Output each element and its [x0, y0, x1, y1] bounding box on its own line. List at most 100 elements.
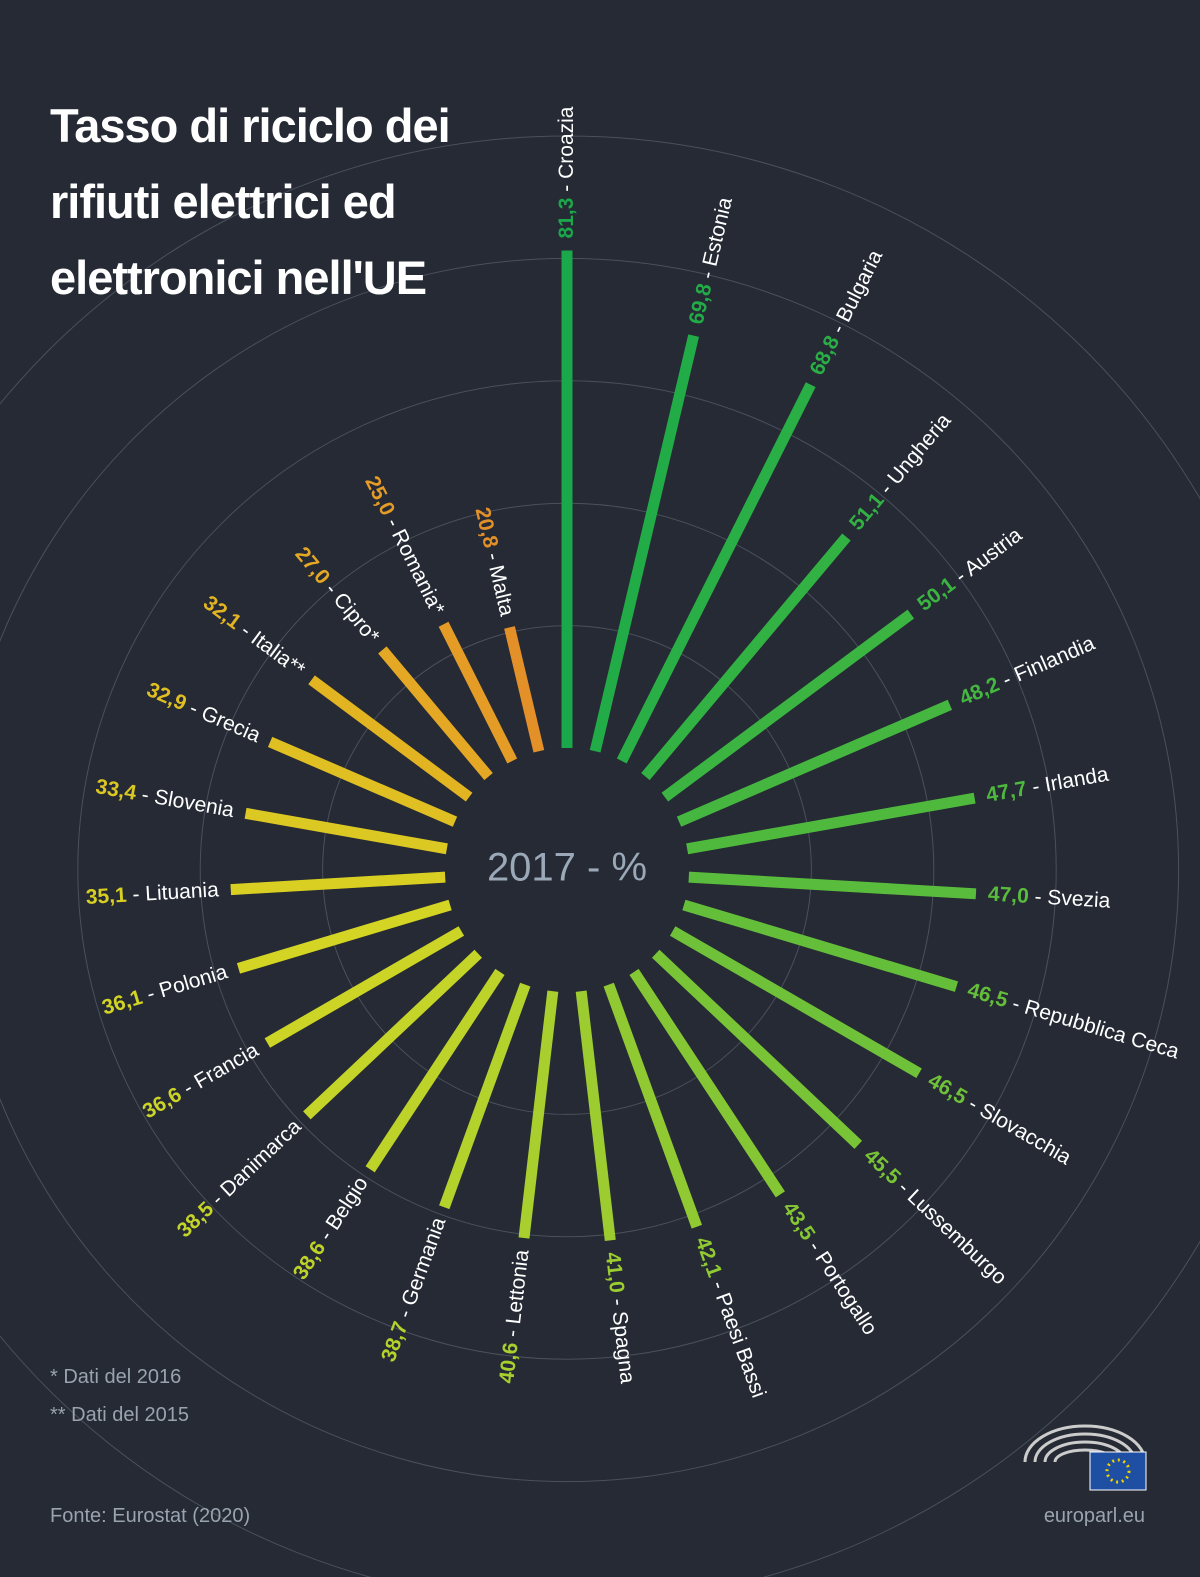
category-label: Francia	[190, 1038, 262, 1093]
bar-label: 36,1 - Polonia	[99, 960, 230, 1019]
bar	[686, 792, 976, 855]
bar-label: 46,5 - Slovacchia	[924, 1069, 1075, 1170]
bar-label: 69,8 - Estonia	[684, 195, 736, 327]
category-label: Lituania	[145, 878, 220, 905]
bar	[616, 382, 816, 764]
separator: -	[555, 179, 578, 198]
bar	[676, 699, 953, 827]
bar-label: 27,0 - Cipro*	[291, 542, 384, 647]
bar	[682, 899, 959, 992]
separator: -	[694, 263, 721, 286]
bar-label: 35,1 - Lituania	[85, 878, 220, 909]
category-label: Belgio	[321, 1172, 372, 1233]
bar-label: 42,1 - Paesi Bassi	[691, 1234, 771, 1401]
logo	[1023, 1424, 1147, 1491]
bar	[518, 990, 559, 1239]
bar-label: 33,4 - Slovenia	[94, 775, 236, 822]
bar	[236, 899, 452, 974]
bar-label: 25,0 - Romania*	[361, 472, 450, 618]
grid-ring	[0, 135, 1200, 1577]
value-label: 47,0	[987, 882, 1029, 907]
category-label: Grecia	[198, 701, 264, 747]
footnote: * Dati del 2016	[50, 1366, 182, 1388]
bar	[575, 990, 616, 1242]
separator: -	[499, 1323, 524, 1344]
separator: -	[480, 545, 507, 568]
bar	[651, 949, 863, 1149]
bar	[378, 646, 493, 781]
bar	[439, 982, 531, 1210]
bar-label: 45,5 - Lussemburgo	[860, 1144, 1012, 1289]
bar-label: 38,5 - Danimarca	[172, 1114, 305, 1241]
value-label: 33,4	[94, 775, 139, 805]
category-label: Malta	[485, 563, 519, 619]
category-label: Danimarca	[216, 1114, 306, 1201]
category-label: Spagna	[608, 1310, 639, 1385]
bar-label: 20,8 - Malta	[471, 505, 519, 619]
value-label: 20,8	[471, 505, 503, 550]
bar	[230, 871, 446, 896]
bar	[267, 736, 458, 827]
category-label: Polonia	[156, 960, 230, 1002]
bar	[264, 926, 465, 1048]
bar	[688, 871, 977, 900]
separator: -	[134, 782, 156, 808]
category-label: Cipro*	[329, 588, 384, 647]
category-label: Irlanda	[1043, 762, 1111, 796]
bar-label: 40,6 - Lettonia	[495, 1248, 533, 1384]
category-label: Bulgaria	[832, 246, 887, 325]
value-label: 36,1	[99, 985, 145, 1019]
value-label: 46,5	[965, 978, 1011, 1012]
bar	[669, 926, 922, 1079]
separator: -	[126, 882, 146, 906]
category-label: Estonia	[698, 195, 737, 269]
category-label: Paesi Bassi	[711, 1290, 770, 1401]
bar-label: 41,0 - Spagna	[601, 1251, 639, 1385]
bar-label: 50,1 - Austria	[913, 523, 1026, 616]
category-label: Italia**	[247, 626, 309, 681]
source: Fonte: Eurostat (2020)	[50, 1505, 251, 1527]
bar	[308, 675, 473, 802]
bar-label: 38,6 - Belgio	[288, 1172, 372, 1283]
category-label: Finlandia	[1011, 631, 1099, 686]
bar	[365, 968, 505, 1173]
category-label: Romania*	[387, 526, 449, 619]
bar-label: 47,7 - Irlanda	[984, 762, 1110, 806]
bar-label: 32,9 - Grecia	[143, 678, 264, 747]
category-label: Croazia	[555, 106, 578, 179]
bar	[303, 949, 483, 1120]
value-label: 47,7	[984, 777, 1028, 807]
bar-label: 51,1 - Ungheria	[845, 409, 956, 535]
chart-title: Tasso di riciclo dei rifiuti elettrici e…	[50, 99, 451, 304]
bar-label: 43,5 - Portogallo	[778, 1198, 882, 1339]
separator: -	[1028, 884, 1048, 908]
subtitle: 2017 - %	[487, 846, 647, 890]
value-label: 35,1	[85, 883, 127, 908]
bar	[589, 334, 700, 753]
footnote: ** Dati del 2015	[50, 1404, 189, 1426]
bar-label: 36,6 - Francia	[139, 1038, 263, 1123]
separator: -	[1025, 773, 1047, 799]
bar	[629, 968, 785, 1198]
value-label: 41,0	[601, 1251, 629, 1294]
value-label: 81,3	[555, 198, 578, 239]
bar-label: 47,0 - Svezia	[987, 882, 1111, 912]
category-label: Portogallo	[811, 1247, 882, 1339]
value-label: 40,6	[495, 1341, 523, 1384]
category-label: Ungheria	[883, 409, 956, 489]
website: europarl.eu	[1043, 1505, 1145, 1527]
bar	[603, 982, 703, 1229]
value-label: 69,8	[684, 281, 716, 326]
bar	[244, 807, 448, 855]
bar	[438, 621, 518, 764]
category-label: Austria	[960, 523, 1026, 581]
category-label: Germania	[397, 1214, 450, 1309]
category-label: Lettonia	[502, 1248, 534, 1325]
category-label: Lussemburgo	[903, 1185, 1011, 1289]
bar	[661, 609, 915, 802]
bar-label: 81,3 - Croazia	[555, 106, 578, 238]
category-label: Slovenia	[153, 785, 237, 822]
category-label: Repubblica Ceca	[1022, 995, 1182, 1063]
